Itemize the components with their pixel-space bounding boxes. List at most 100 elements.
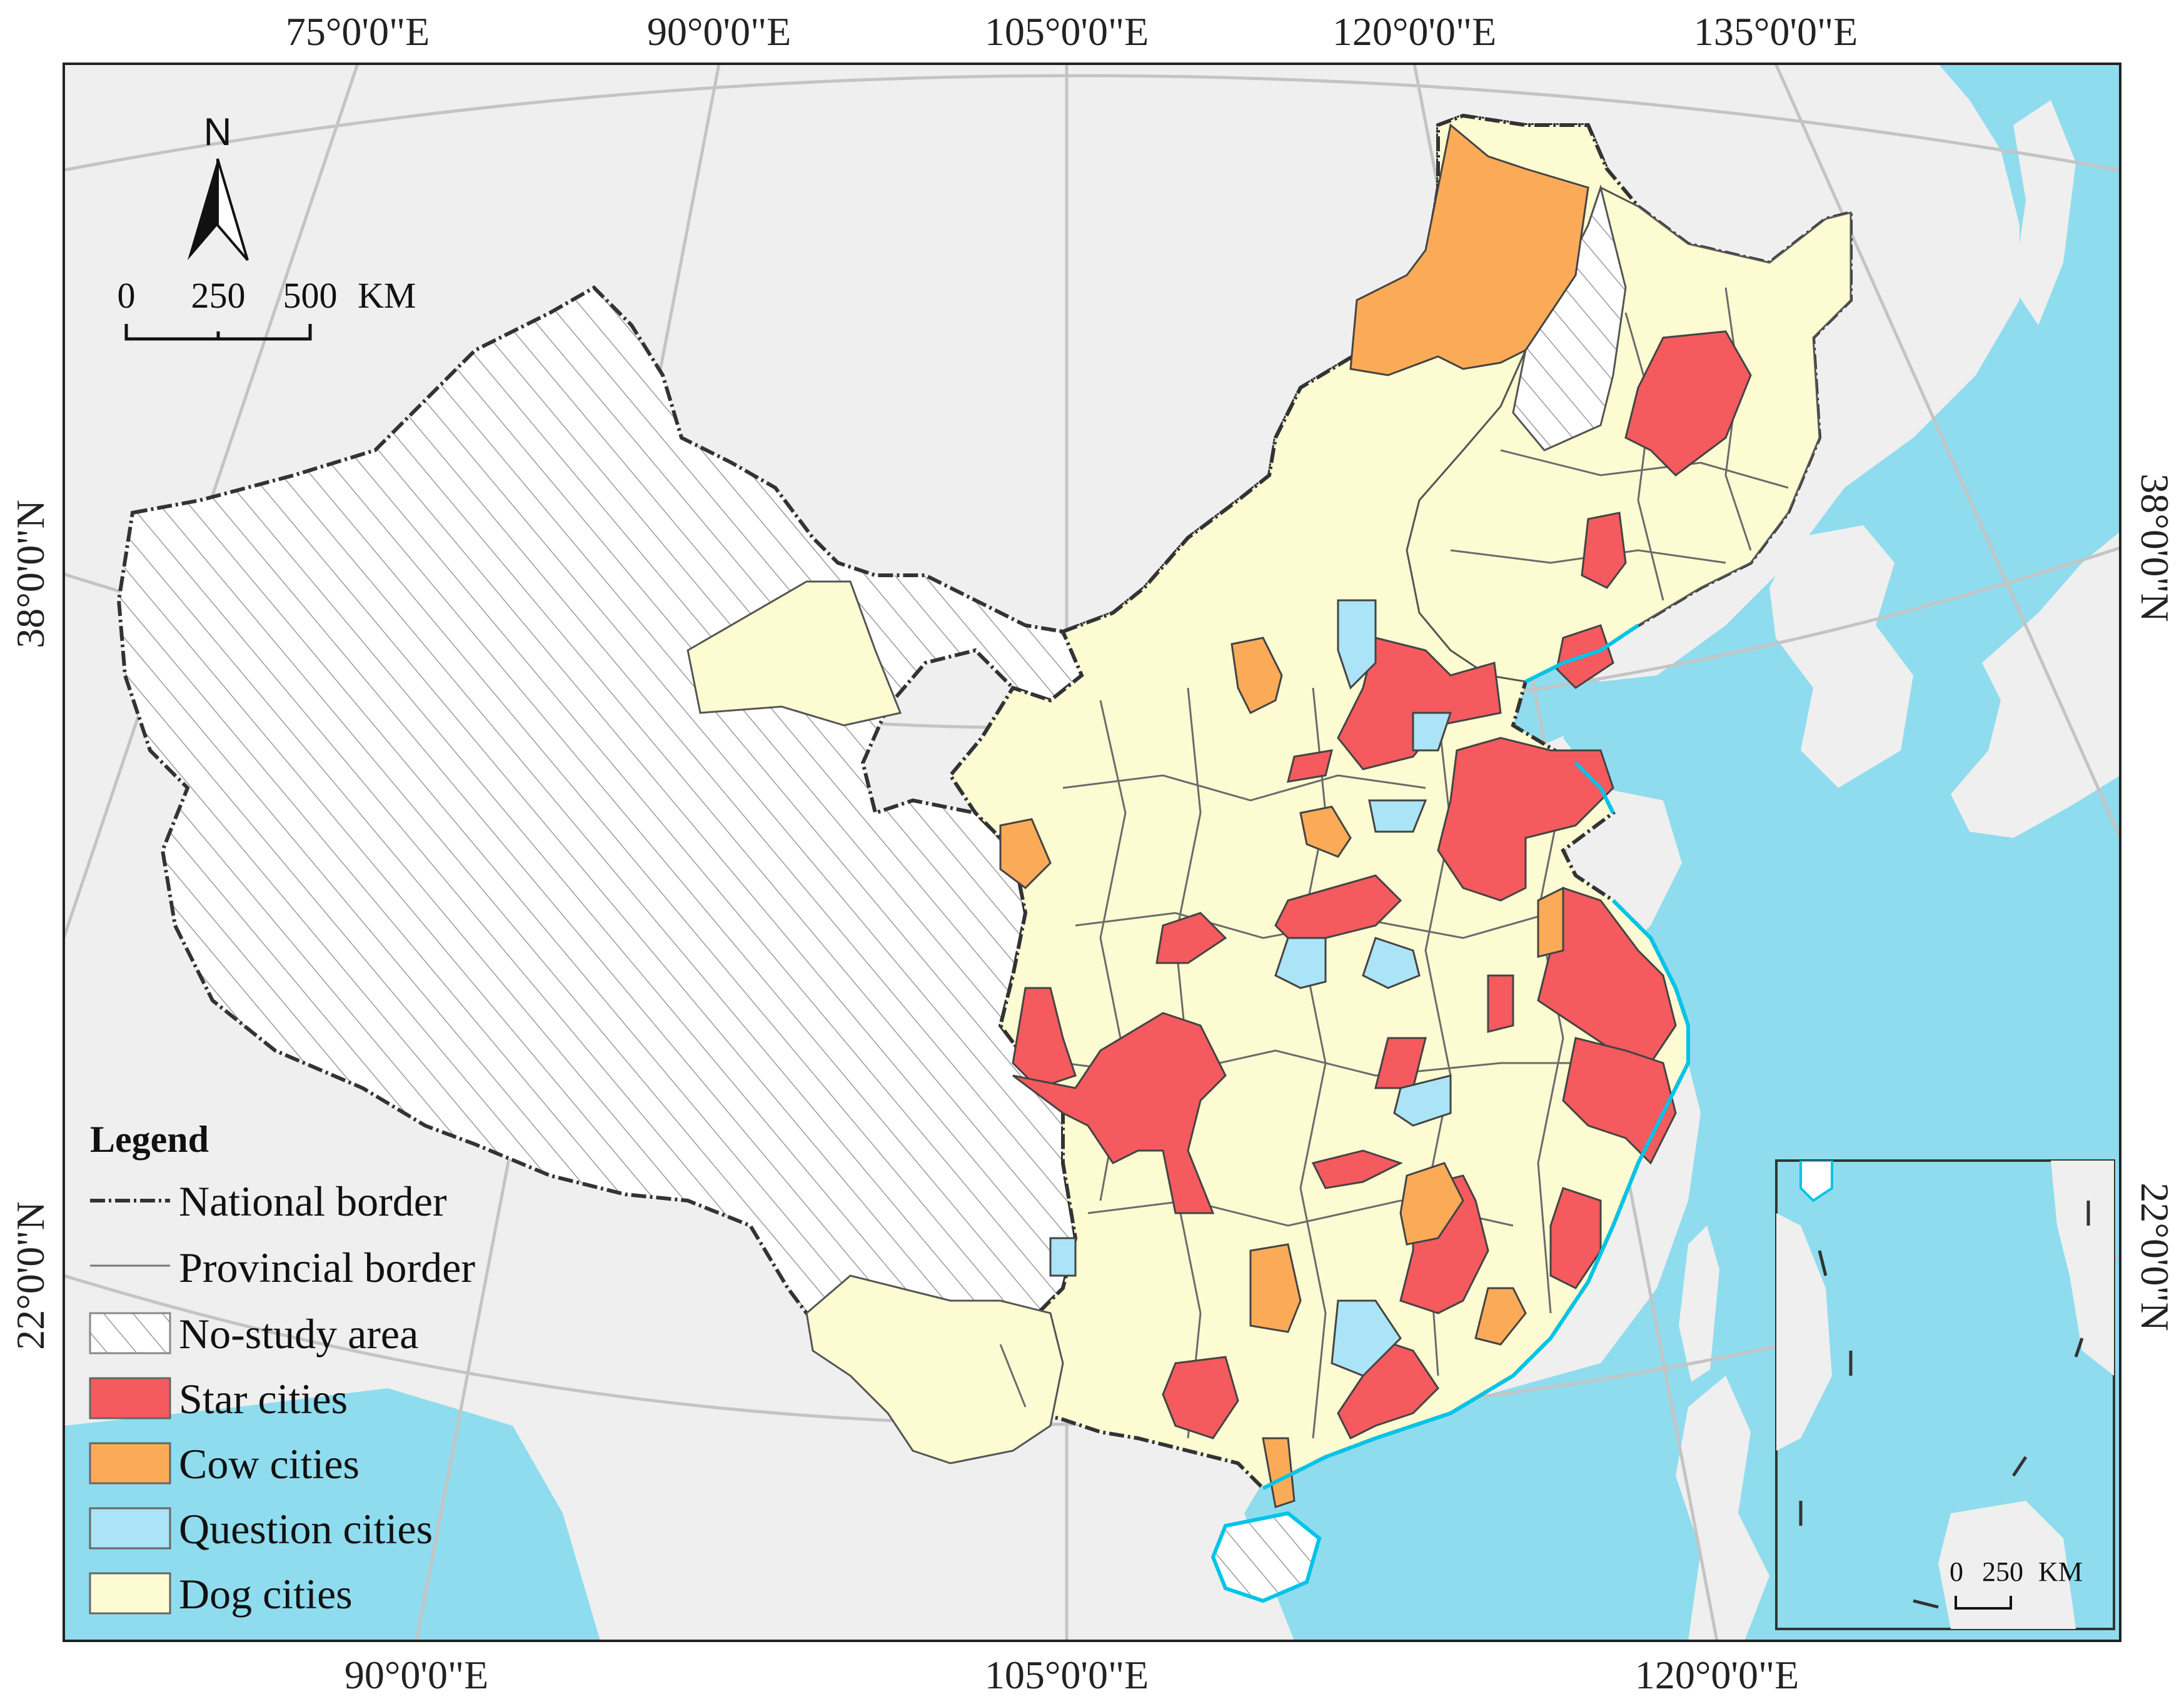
inset-dash-line [1799, 1201, 2090, 1609]
question-city [1412, 712, 1452, 752]
dog-cities-swatch [89, 1572, 171, 1615]
cow-cities [999, 123, 1589, 1508]
korean-peninsula [1769, 525, 1913, 788]
cow-city [1474, 1287, 1527, 1346]
cow-city [1249, 1243, 1302, 1333]
star-cities [1012, 330, 1752, 1440]
star-city [1162, 1356, 1239, 1439]
legend-item-question-cities: Question cities [89, 1505, 433, 1553]
cow-city [1230, 637, 1283, 715]
right-label-22n: 22°0'0"N [2133, 1182, 2177, 1331]
star-city [1012, 987, 1077, 1089]
inset-scale-unit: KM [2038, 1556, 2083, 1587]
legend-label: Provincial border [179, 1244, 475, 1291]
inset-scale-value: 250 [1982, 1556, 2023, 1587]
scale-unit: KM [358, 275, 416, 316]
cow-city [1399, 1162, 1464, 1246]
scale-tick-0: 0 [118, 275, 136, 316]
inset-scale-zero: 0 [1950, 1556, 1963, 1587]
cow-city [1537, 886, 1564, 958]
star-city [1155, 912, 1227, 964]
cow-city [1349, 123, 1589, 376]
top-label-90e: 90°0'0"E [647, 9, 791, 54]
province-border [999, 1344, 1027, 1408]
legend-label: National border [179, 1177, 447, 1225]
question-city [1368, 799, 1427, 833]
neighbor-land [1676, 100, 2120, 1641]
north-arrow-icon [188, 158, 249, 261]
legend-item-no-study-area: No-study area [89, 1310, 418, 1358]
southwest-dog-region [805, 1274, 1064, 1465]
legend-label: Question cities [179, 1505, 433, 1553]
question-city [1337, 599, 1377, 690]
star-city [1286, 749, 1334, 783]
inset-philippines [2051, 1161, 2114, 1376]
nine-dash-segment [2074, 1338, 2084, 1358]
legend: Legend National border Provincial border… [89, 1119, 475, 1618]
hainan-island [1210, 1511, 1322, 1603]
inset-hainan [1799, 1161, 1833, 1202]
west-dog-region [687, 580, 902, 727]
star-city [1274, 874, 1402, 952]
legend-item-cow-cities: Cow cities [89, 1440, 360, 1488]
scale-bar-line [124, 324, 312, 341]
north-label: N [204, 111, 232, 154]
legend-item-provincial-border: Provincial border [90, 1244, 475, 1291]
taiwan-island [1679, 1226, 1719, 1382]
sakhalin-kuril [2013, 100, 2076, 325]
bottom-label-105e: 105°0'0"E [985, 1653, 1149, 1697]
question-city [1274, 937, 1327, 989]
no-study-area-swatch [89, 1312, 171, 1354]
meridian-135e [1774, 64, 2120, 839]
parallel-top [64, 74, 2120, 172]
north-arrow: N [188, 111, 249, 261]
province-border [1624, 312, 1664, 601]
coordinate-labels: 75°0'0"E 90°0'0"E 105°0'0"E 120°0'0"E 13… [8, 9, 2177, 1697]
legend-item-national-border: National border [90, 1177, 447, 1225]
province-border [1537, 787, 1564, 1314]
inset-scale-bar: 0 250 KM [1950, 1556, 2083, 1610]
japan [1951, 532, 2120, 838]
question-cities-swatch [89, 1507, 171, 1550]
question-city [1049, 1237, 1077, 1277]
question-city [1393, 1074, 1452, 1127]
province-border [1062, 774, 1426, 802]
top-label-105e: 105°0'0"E [985, 9, 1149, 54]
top-label-135e: 135°0'0"E [1694, 9, 1858, 54]
cow-city [999, 818, 1052, 889]
question-cities [1049, 599, 1452, 1377]
legend-label: Star cities [179, 1375, 348, 1423]
province-border [1724, 287, 1752, 551]
cow-city [1299, 805, 1352, 858]
nine-dash-segment [1913, 1599, 1939, 1609]
scale-tick-250: 250 [191, 275, 246, 316]
legend-label: Dog cities [179, 1570, 353, 1618]
star-cities-swatch [89, 1377, 171, 1419]
bottom-label-90e: 90°0'0"E [345, 1653, 488, 1697]
question-city [1331, 1299, 1402, 1377]
star-city [1012, 1012, 1227, 1214]
right-label-38n: 38°0'0"N [2133, 473, 2177, 622]
province-border [1500, 449, 1789, 489]
question-city [1362, 937, 1421, 989]
legend-title: Legend [90, 1119, 209, 1160]
cow-cities-swatch [89, 1442, 171, 1485]
star-city [1487, 974, 1514, 1033]
star-city [1337, 1337, 1439, 1440]
inset-scale-line [1955, 1596, 2012, 1610]
legend-item-dog-cities: Dog cities [89, 1570, 353, 1618]
left-label-38n: 38°0'0"N [8, 500, 53, 648]
star-city [1562, 1037, 1677, 1165]
nine-dash-segment [1818, 1250, 1828, 1276]
scale-tick-500: 500 [283, 275, 338, 316]
inset-map: 0 250 KM [1775, 1159, 2115, 1630]
coastline [1262, 623, 1690, 1490]
scale-bar: 0 250 500 KM [118, 275, 416, 341]
legend-label: No-study area [179, 1310, 418, 1358]
star-city [1437, 737, 1614, 902]
star-city [1624, 330, 1752, 476]
inset-borneo [1938, 1501, 2076, 1629]
nine-dash-segment [2011, 1456, 2028, 1477]
legend-label: Cow cities [179, 1440, 360, 1488]
